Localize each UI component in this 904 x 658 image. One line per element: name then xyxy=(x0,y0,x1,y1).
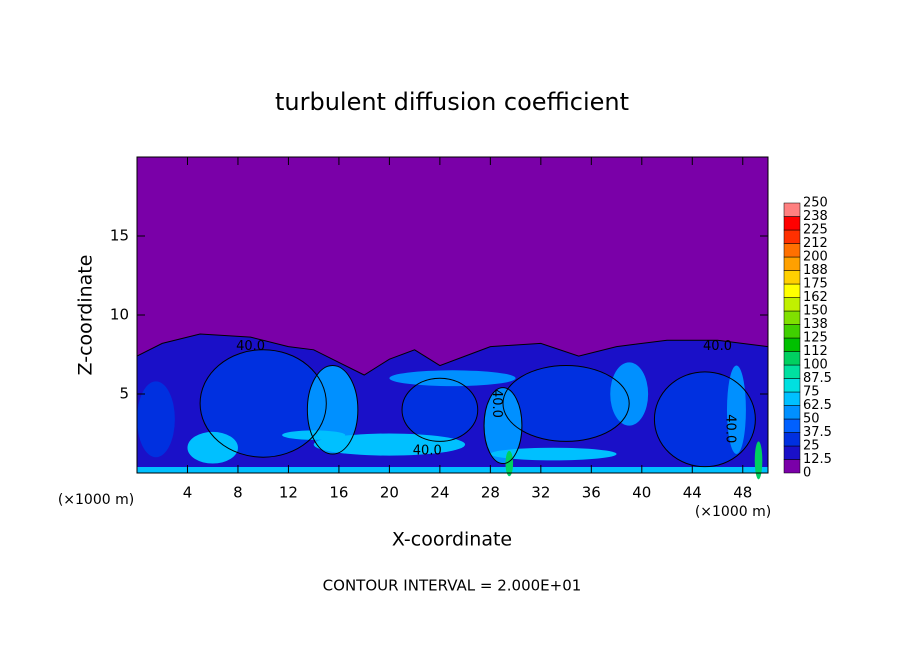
colorbar-label: 100 xyxy=(803,358,828,373)
y-tick-label: 5 xyxy=(119,385,129,403)
contour-line xyxy=(653,371,756,468)
colorbar-label: 188 xyxy=(803,263,828,278)
field-band xyxy=(505,450,514,477)
x-tick-label: 40 xyxy=(632,484,651,502)
x-tick-label: 48 xyxy=(733,484,752,502)
x-unit: (×1000 m) xyxy=(695,504,771,520)
colorbar-band xyxy=(783,445,801,460)
colorbar-band xyxy=(783,351,801,366)
y-unit: (×1000 m) xyxy=(58,492,134,508)
colorbar-band xyxy=(783,405,801,420)
colorbar-band xyxy=(783,391,801,406)
field-band xyxy=(484,387,522,464)
colorbar-band xyxy=(783,229,801,244)
x-tick-label: 8 xyxy=(233,484,243,502)
colorbar-band xyxy=(783,364,801,379)
x-tick-label: 36 xyxy=(582,484,601,502)
x-axis-label: X-coordinate xyxy=(392,529,512,551)
x-tick-label: 44 xyxy=(683,484,702,502)
colorbar-band xyxy=(783,270,801,285)
colorbar-label: 162 xyxy=(803,290,828,305)
colorbar-label: 0 xyxy=(803,466,811,481)
colorbar-band xyxy=(783,459,801,474)
colorbar-band xyxy=(783,216,801,231)
colorbar-label: 62.5 xyxy=(803,398,832,413)
x-tick-label: 24 xyxy=(430,484,449,502)
colorbar-label: 212 xyxy=(803,236,828,251)
contour-line xyxy=(136,333,769,376)
colorbar-label: 225 xyxy=(803,223,828,238)
colorbar-label: 50 xyxy=(803,412,820,427)
field-band xyxy=(490,447,617,461)
colorbar-band xyxy=(783,283,801,298)
footer-note: CONTOUR INTERVAL = 2.000E+01 xyxy=(323,577,582,595)
colorbar-band xyxy=(783,310,801,325)
colorbar-label: 37.5 xyxy=(803,425,832,440)
x-tick-label: 28 xyxy=(481,484,500,502)
contour-label: 40.0 xyxy=(703,339,732,354)
colorbar-band xyxy=(783,378,801,393)
colorbar-label: 112 xyxy=(803,344,828,359)
y-tick-label: 10 xyxy=(110,306,129,324)
x-tick-label: 12 xyxy=(279,484,298,502)
contour-line xyxy=(483,387,523,465)
x-tick-label: 20 xyxy=(380,484,399,502)
field-band xyxy=(282,430,346,440)
colorbar-band xyxy=(783,256,801,271)
x-tick-label: 32 xyxy=(531,484,550,502)
x-tick-label: 16 xyxy=(329,484,348,502)
colorbar-label: 12.5 xyxy=(803,452,832,467)
colorbar-band xyxy=(783,432,801,447)
colorbar-band xyxy=(783,418,801,433)
field-band xyxy=(137,467,768,473)
field-band xyxy=(754,441,763,480)
field-band xyxy=(200,349,327,458)
colorbar-label: 25 xyxy=(803,439,820,454)
contour-label: 40.0 xyxy=(489,389,504,418)
contour-line xyxy=(502,365,630,442)
contour-label: 40.0 xyxy=(236,339,265,354)
x-tick-label: 4 xyxy=(183,484,193,502)
colorbar-label: 150 xyxy=(803,304,828,319)
colorbar-band xyxy=(783,202,801,217)
chart-title: turbulent diffusion coefficient xyxy=(275,88,629,116)
colorbar-band xyxy=(783,337,801,352)
colorbar-band xyxy=(783,324,801,339)
colorbar-label: 200 xyxy=(803,250,828,265)
colorbar-label: 138 xyxy=(803,317,828,332)
contour-line xyxy=(306,365,359,455)
colorbar-label: 125 xyxy=(803,331,828,346)
field-band xyxy=(137,381,175,458)
field-band xyxy=(187,431,238,464)
colorbar-label: 75 xyxy=(803,385,820,400)
contour-line xyxy=(401,377,479,442)
contour-label: 40.0 xyxy=(413,443,442,458)
field-band xyxy=(402,378,478,442)
field-band xyxy=(726,365,746,455)
contour-label: 40.0 xyxy=(723,414,738,443)
colorbar-label: 250 xyxy=(803,196,828,211)
field-band xyxy=(610,362,649,426)
colorbar-label: 175 xyxy=(803,277,828,292)
colorbar-band xyxy=(783,297,801,312)
y-tick-label: 15 xyxy=(110,227,129,245)
field-band xyxy=(502,365,630,442)
y-axis-label: Z-coordinate xyxy=(75,255,97,376)
contour-line xyxy=(199,349,327,458)
field-band xyxy=(389,370,516,387)
colorbar-label: 87.5 xyxy=(803,371,832,386)
colorbar-label: 238 xyxy=(803,209,828,224)
colorbar-band xyxy=(783,243,801,258)
